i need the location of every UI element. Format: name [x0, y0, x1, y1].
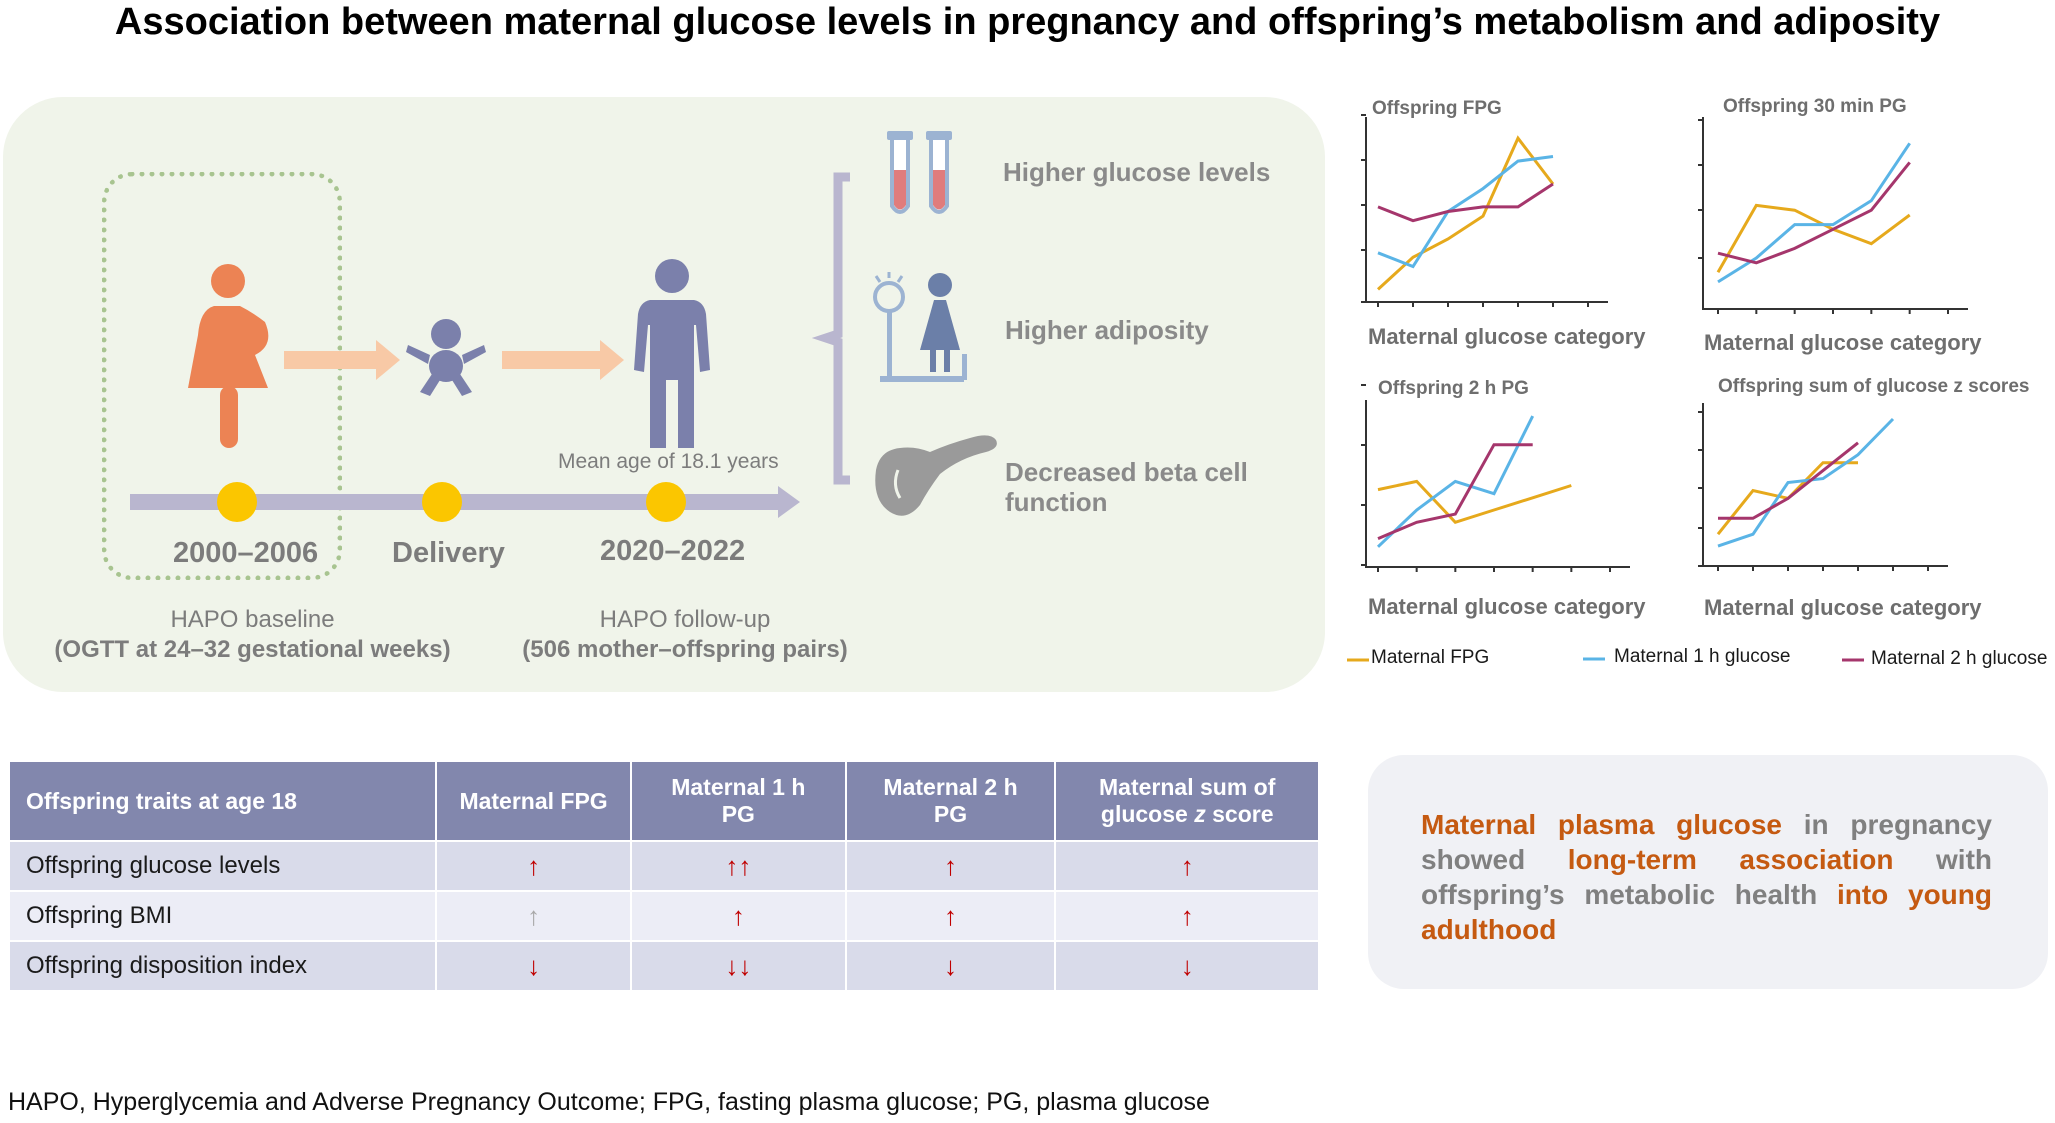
table-cell-trait: Offspring BMI	[7, 890, 438, 942]
series-line-1h	[1377, 155, 1554, 269]
table-cell-arrow: ↑	[844, 840, 1057, 892]
baby-icon	[406, 319, 486, 396]
outcome-beta-cell: Decreased beta cell function	[1005, 457, 1248, 517]
chart-xlabel-sum: Maternal glucose category	[1704, 595, 1982, 620]
trend-arrow-icon: ↑	[527, 850, 541, 881]
chart-xlabel-fpg: Maternal glucose category	[1368, 324, 1646, 349]
baseline-detail: (OGTT at 24–32 gestational weeks)	[54, 636, 451, 663]
summary-text: Maternal plasma glucose in pregnancy sho…	[1421, 809, 1993, 945]
trend-arrow-icon: ↑	[944, 850, 958, 881]
table-header-sum: Maternal sum of glucose z score	[1054, 760, 1320, 842]
table-cell-trait: Offspring disposition index	[7, 940, 438, 992]
event-year-baseline: 2000–2006	[173, 537, 319, 569]
trend-arrow-icon: ↑	[527, 900, 541, 931]
adult-icon	[634, 259, 710, 448]
series-line-2h	[1377, 443, 1533, 540]
chart-axis	[1702, 403, 1948, 567]
series-line-2h	[1718, 441, 1859, 520]
trend-arrow-icon: ↓↓	[725, 950, 752, 981]
table-header-traits: Offspring traits at age 18	[7, 760, 438, 842]
legend-label-fpg: Maternal FPG	[1371, 647, 1490, 668]
figure-title: Association between maternal glucose lev…	[114, 1, 1941, 43]
baseline-highlight-box	[102, 172, 342, 580]
followup-detail: (506 mother–offspring pairs)	[522, 636, 848, 663]
summary-box	[1368, 755, 2048, 989]
trend-arrow-icon: ↓	[1180, 950, 1194, 981]
test-tubes-icon	[887, 131, 952, 214]
table-cell-arrow: ↑	[435, 890, 632, 942]
baseline-label: HAPO baseline	[170, 606, 335, 633]
legend-label-1h: Maternal 1 h glucose	[1614, 646, 1791, 667]
trend-arrow-icon: ↓	[944, 950, 958, 981]
table-cell-arrow: ↑	[435, 840, 632, 892]
trend-arrow-icon: ↑	[944, 900, 958, 931]
chart-title-sum: Offspring sum of glucose z scores	[1718, 376, 2030, 397]
series-line-2h	[1717, 161, 1911, 265]
table-header-row: Offspring traits at age 18 Maternal FPG …	[7, 760, 1320, 842]
line-charts	[1361, 114, 1968, 572]
table-cell-arrow: ↑↑	[629, 840, 847, 892]
study-design-graphics	[130, 131, 997, 522]
table-row: Offspring BMI ↑ ↑ ↑ ↑	[7, 890, 1320, 942]
body-scale-icon	[873, 272, 967, 382]
table-cell-arrow: ↓	[1054, 940, 1320, 992]
trend-arrow-icon: ↑	[731, 900, 745, 931]
table-cell-trait: Offspring glucose levels	[7, 840, 438, 892]
header-sum-line2: glucose z score	[1100, 801, 1274, 827]
table-row: Offspring disposition index ↓ ↓↓ ↓ ↓	[7, 940, 1320, 992]
table-cell-arrow: ↓↓	[629, 940, 847, 992]
trend-arrow-icon: ↓	[527, 950, 541, 981]
legend-label-2h: Maternal 2 h glucose	[1871, 648, 2048, 669]
chart-axis	[1365, 400, 1630, 568]
series-line-2h	[1377, 182, 1554, 223]
chart-xlabel-30min: Maternal glucose category	[1704, 330, 1982, 355]
footnote: HAPO, Hyperglycemia and Adverse Pregnanc…	[8, 1088, 1210, 1116]
outcome-bracket-icon	[811, 172, 850, 485]
table-header-2h: Maternal 2 h PG	[844, 760, 1057, 842]
series-line-1h	[1717, 417, 1895, 548]
table-cell-arrow: ↑	[844, 890, 1057, 942]
trend-arrow-icon: ↑↑	[725, 850, 752, 881]
series-line-fpg	[1377, 479, 1572, 525]
timeline-arrow-icon	[130, 482, 800, 522]
table-cell-arrow: ↓	[435, 940, 632, 992]
event-year-followup: 2020–2022	[600, 535, 746, 567]
legend-swatches	[1347, 657, 1864, 662]
pancreas-icon	[875, 435, 997, 516]
table-row: Offspring glucose levels ↑ ↑↑ ↑ ↑	[7, 840, 1320, 892]
followup-label: HAPO follow-up	[599, 606, 771, 633]
chart-title-fpg: Offspring FPG	[1372, 98, 1502, 119]
trend-arrow-icon: ↑	[1180, 850, 1194, 881]
table-cell-arrow: ↓	[844, 940, 1057, 992]
table-cell-arrow: ↑	[629, 890, 847, 942]
series-line-1h	[1376, 415, 1535, 548]
outcome-adiposity: Higher adiposity	[1005, 315, 1209, 345]
table-cell-arrow: ↑	[1054, 890, 1320, 942]
chart-axis	[1702, 117, 1968, 310]
event-label-delivery: Delivery	[392, 537, 505, 569]
table-header-1h: Maternal 1 h PG	[629, 760, 847, 842]
series-line-fpg	[1716, 203, 1911, 274]
trend-arrow-icon: ↑	[1180, 900, 1194, 931]
chart-title-30min: Offspring 30 min PG	[1723, 96, 1907, 117]
mean-age-note: Mean age of 18.1 years	[558, 450, 779, 473]
table-header-fpg: Maternal FPG	[435, 760, 632, 842]
table-cell-arrow: ↑	[1054, 840, 1320, 892]
chart-title-2h: Offspring 2 h PG	[1378, 378, 1529, 399]
traits-table: Offspring traits at age 18 Maternal FPG …	[7, 760, 1320, 992]
pregnant-woman-icon	[188, 264, 269, 448]
chart-xlabel-2h: Maternal glucose category	[1368, 594, 1646, 619]
progress-arrow-icon	[284, 340, 624, 380]
outcome-glucose: Higher glucose levels	[1003, 157, 1271, 187]
